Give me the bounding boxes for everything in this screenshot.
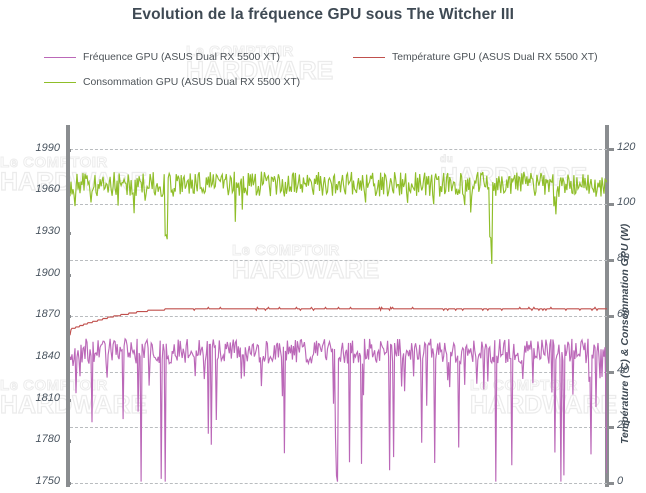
gridline bbox=[70, 260, 607, 261]
tick-mark bbox=[66, 232, 71, 236]
plot-area bbox=[70, 129, 607, 483]
tick-mark bbox=[609, 259, 614, 262]
legend-label-frequence: Fréquence GPU (ASUS Dual RX 5500 XT) bbox=[83, 52, 280, 63]
gridline bbox=[70, 148, 607, 150]
tick-mark bbox=[609, 203, 614, 207]
y-tick-label-left: 1900 bbox=[35, 266, 60, 279]
legend-swatch-frequence bbox=[44, 57, 76, 58]
tick-mark bbox=[66, 148, 71, 152]
tick-mark bbox=[609, 426, 614, 430]
chart-title: Evolution de la fréquence GPU sous The W… bbox=[131, 6, 515, 23]
series-line-temperature bbox=[70, 306, 607, 336]
chart-legend: Fréquence GPU (ASUS Dual RX 5500 XT) Tem… bbox=[0, 52, 646, 102]
legend-swatch-temperature bbox=[353, 57, 385, 58]
series-canvas bbox=[70, 171, 607, 482]
tick-mark bbox=[66, 315, 71, 319]
y-tick-label-right: 100 bbox=[617, 196, 636, 209]
tick-mark bbox=[609, 147, 614, 151]
series-line-consommation bbox=[70, 171, 607, 264]
tick-mark bbox=[609, 370, 614, 374]
legend-item-temperature[interactable]: Température GPU (ASUS Dual RX 5500 XT) bbox=[353, 52, 598, 63]
tick-mark bbox=[66, 440, 71, 444]
tick-mark bbox=[66, 398, 71, 402]
gridline bbox=[70, 315, 607, 317]
tick-mark bbox=[609, 314, 614, 318]
legend-item-consommation[interactable]: Consommation GPU (ASUS Dual RX 5500 XT) bbox=[44, 77, 300, 88]
legend-label-temperature: Température GPU (ASUS Dual RX 5500 XT) bbox=[392, 52, 598, 63]
y-tick-label-left: 1780 bbox=[35, 433, 60, 446]
y-tick-label-left: 1810 bbox=[35, 391, 60, 404]
y-tick-label-left: 1930 bbox=[35, 225, 60, 238]
y-tick-label-left: 1870 bbox=[35, 308, 60, 321]
tick-mark bbox=[66, 190, 71, 194]
y-tick-label-right: 20 bbox=[617, 419, 630, 432]
legend-item-frequence[interactable]: Fréquence GPU (ASUS Dual RX 5500 XT) bbox=[44, 52, 280, 63]
y-tick-label-right: 40 bbox=[617, 363, 630, 376]
tick-mark bbox=[66, 357, 71, 361]
gridline bbox=[70, 204, 607, 206]
y-tick-label-left: 1960 bbox=[35, 183, 60, 196]
tick-mark bbox=[609, 482, 614, 485]
y-tick-label-right: 0 bbox=[617, 475, 624, 487]
y-tick-label-left: 1990 bbox=[35, 141, 60, 154]
y-tick-label-right: 80 bbox=[617, 252, 630, 264]
series-line-frequence bbox=[70, 337, 607, 482]
tick-mark bbox=[66, 482, 71, 485]
y-axis-right bbox=[605, 125, 609, 487]
y-tick-label-right: 120 bbox=[617, 140, 636, 153]
y-tick-label-left: 1840 bbox=[35, 350, 60, 363]
legend-label-consommation: Consommation GPU (ASUS Dual RX 5500 XT) bbox=[83, 77, 301, 88]
y-tick-label-right: 60 bbox=[617, 307, 630, 320]
y-axis-left bbox=[66, 125, 70, 487]
legend-swatch-consommation bbox=[44, 82, 76, 83]
y-tick-label-left: 1750 bbox=[35, 475, 60, 487]
gridline bbox=[70, 483, 607, 484]
tick-mark bbox=[66, 273, 71, 277]
